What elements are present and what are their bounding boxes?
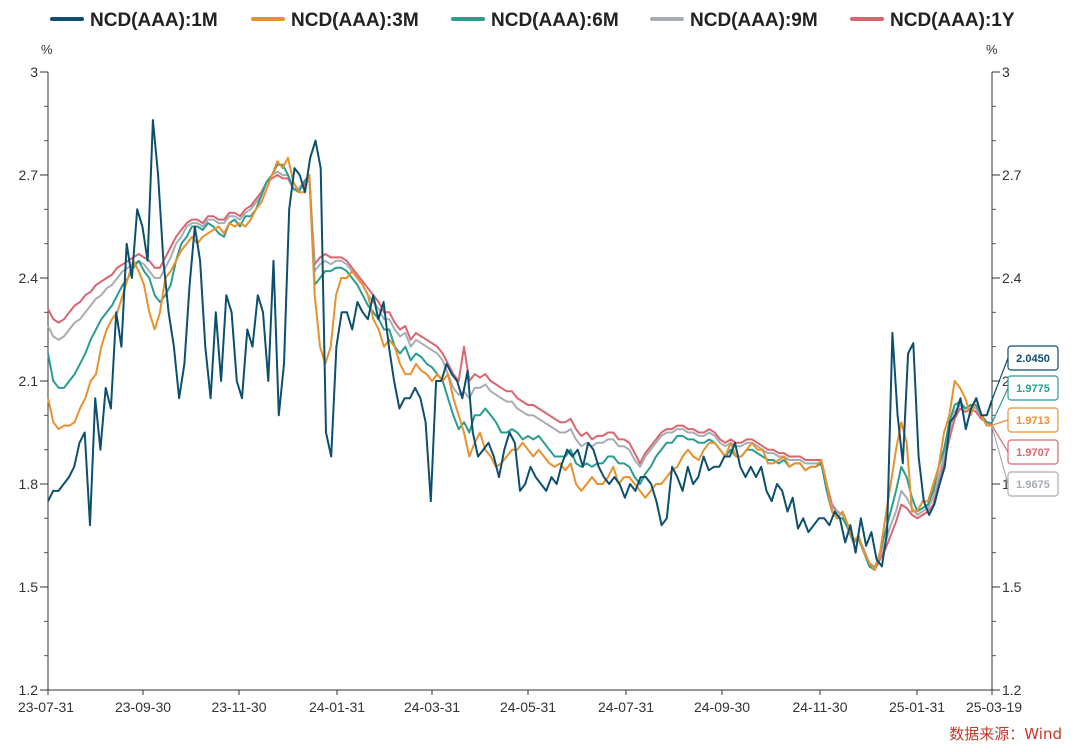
y-tick-label-left: 1.8	[19, 476, 39, 492]
y-right-unit: %	[986, 42, 998, 57]
y-tick-label-right: 1.2	[1002, 682, 1022, 698]
x-tick-label: 23-07-31	[18, 699, 74, 715]
y-tick-label-left: 3	[30, 64, 38, 80]
end-label-connector	[991, 357, 1009, 401]
legend-label: NCD(AAA):9M	[690, 10, 818, 31]
x-tick-label: 24-05-31	[500, 699, 556, 715]
end-label-box	[1007, 407, 1059, 433]
end-label-value: 1.9775	[1016, 383, 1050, 395]
end-labels: 2.0450 1.9775 1.9713 1.9707 1.9675	[991, 345, 1059, 497]
end-label-connector	[991, 419, 1009, 426]
x-tick-label: 24-11-30	[792, 699, 847, 715]
y-tick-label-left: 1.2	[19, 682, 39, 698]
series-line-ncdaaa3m	[47, 156, 993, 571]
end-label-connector	[991, 387, 1009, 424]
legend-label: NCD(AAA):6M	[491, 10, 619, 31]
x-tick-label: 24-07-31	[598, 699, 654, 715]
x-tick-label: 25-03-19	[966, 699, 1022, 715]
y-tick-label-right: 1.5	[1002, 579, 1022, 595]
x-tick-label: 24-09-30	[694, 699, 750, 715]
source-note: 数据来源：Wind	[949, 725, 1062, 743]
y-tick-label-right: 2.7	[1002, 167, 1022, 183]
y-tick-label-left: 1.5	[19, 579, 39, 595]
y-tick-label-right: 2.4	[1002, 270, 1022, 286]
x-tick-label: 24-03-31	[404, 699, 460, 715]
y-left-unit: %	[41, 42, 53, 57]
end-label-value: 2.0450	[1016, 353, 1050, 365]
y-tick-label-left: 2.4	[19, 270, 39, 286]
series-line-ncdaaa9m	[47, 170, 993, 568]
end-label-box	[1007, 439, 1059, 465]
y-tick-label-right: 3	[1002, 64, 1010, 80]
series-line-ncdaaa1m	[47, 119, 993, 568]
y-tick-label-left: 2.1	[19, 373, 39, 389]
x-tick-label: 23-09-30	[115, 699, 171, 715]
end-label-box	[1007, 375, 1059, 401]
legend-label: NCD(AAA):3M	[291, 10, 419, 31]
end-label-value: 1.9713	[1016, 415, 1050, 427]
x-tick-label: 25-01-31	[889, 699, 945, 715]
end-label-box	[1007, 471, 1059, 497]
legend: NCD(AAA):1M NCD(AAA):3M NCD(AAA):6M NCD(AAA…	[50, 10, 1015, 31]
y-tick-label-left: 2.7	[19, 167, 39, 183]
legend-label: NCD(AAA):1Y	[890, 10, 1015, 31]
end-label-connector	[991, 426, 1009, 485]
axes: 332.72.72.42.42.12.11.81.81.51.51.21.223…	[18, 64, 1022, 715]
x-tick-label: 23-11-30	[211, 699, 266, 715]
series-lines	[47, 119, 993, 571]
end-label-value: 1.9675	[1016, 479, 1050, 491]
end-label-box	[1007, 345, 1059, 371]
series-line-ncdaaa1y	[47, 174, 993, 571]
end-label-value: 1.9707	[1016, 447, 1050, 459]
end-label-connector	[991, 425, 1009, 453]
x-tick-label: 24-01-31	[309, 699, 365, 715]
legend-label: NCD(AAA):1M	[90, 10, 218, 31]
